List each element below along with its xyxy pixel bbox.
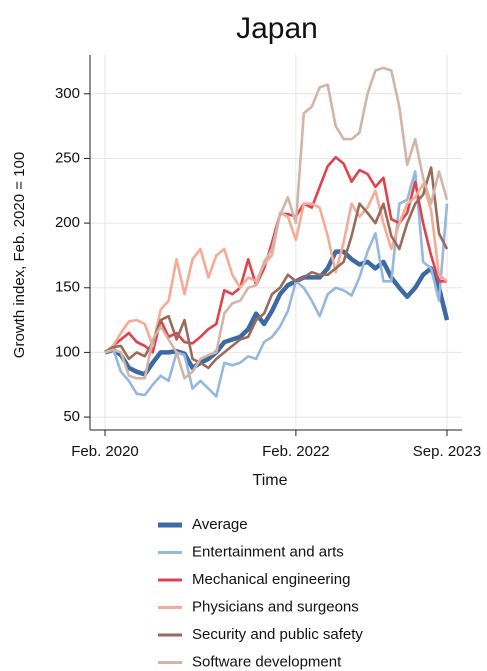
y-tick-label: 250 <box>55 149 80 166</box>
y-tick-label: 150 <box>55 279 80 296</box>
legend-label: Mechanical engineering <box>192 571 350 588</box>
x-tick-label: Feb. 2022 <box>262 443 330 460</box>
x-axis-label: Time <box>253 472 288 489</box>
series-line <box>104 155 447 354</box>
y-tick-label: 50 <box>63 408 80 425</box>
y-tick-label: 300 <box>55 85 80 102</box>
legend-label: Software development <box>192 653 342 670</box>
legend-label: Average <box>192 516 248 533</box>
x-tick-label: Sep. 2023 <box>413 443 481 460</box>
x-tick-label: Feb. 2020 <box>71 443 139 460</box>
series-line <box>104 183 448 354</box>
legend-label: Security and public safety <box>192 626 363 643</box>
chart-title: Japan <box>236 12 318 45</box>
series-line <box>104 170 449 398</box>
y-tick-label: 100 <box>55 343 80 360</box>
legend-label: Entertainment and arts <box>192 543 344 560</box>
series-line <box>104 66 449 380</box>
y-axis-label: Growth index, Feb. 2020 = 100 <box>11 152 28 358</box>
series-line <box>104 166 449 370</box>
legend-label: Physicians and surgeons <box>192 598 359 615</box>
series-line <box>104 249 450 377</box>
y-tick-label: 200 <box>55 214 80 231</box>
